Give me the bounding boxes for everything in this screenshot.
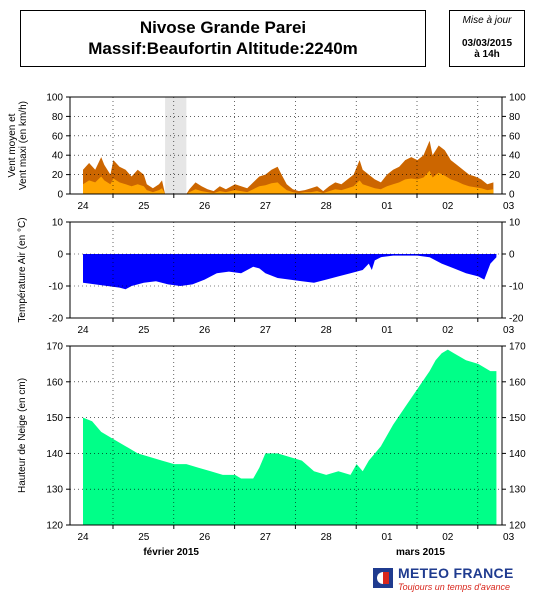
wind-series-1-area [83, 170, 494, 194]
temperature-ytick-label-right: -20 [509, 314, 524, 325]
wind-day-label: 26 [199, 201, 211, 212]
station-subtitle: Massif:Beaufortin Altitude:2240m [88, 39, 358, 58]
snow-day-label: 03 [503, 532, 515, 543]
wind-ytick-label-left: 0 [57, 190, 63, 201]
snow-ytick-label-left: 120 [46, 521, 63, 532]
wind-day-label: 01 [381, 201, 393, 212]
wind-series-0-area [83, 140, 494, 194]
temperature-ytick-label-left: 0 [57, 250, 63, 261]
wind-day-label: 27 [260, 201, 272, 212]
temperature-frame [69, 221, 503, 319]
month-label: février 2015 [143, 547, 199, 558]
snow-day-label: 25 [138, 532, 150, 543]
wind-ytick-label-left: 100 [46, 93, 63, 104]
wind-day-label: 24 [77, 201, 89, 212]
temperature-ytick-label-left: -20 [49, 314, 64, 325]
wind-ytick-label-right: 40 [509, 151, 521, 162]
temperature-ylabel: Température Air (en °C) [17, 217, 28, 322]
snow-ytick-label-right: 170 [509, 342, 526, 353]
snow-ytick-label-left: 160 [46, 377, 63, 388]
update-date: 03/03/2015 [461, 38, 513, 49]
wind-ytick-label-right: 60 [509, 131, 521, 142]
snow-ytick-label-right: 120 [509, 521, 526, 532]
wind-day-label: 28 [321, 201, 333, 212]
snow-series-0-area [83, 349, 497, 525]
snow-ylabel: Hauteur de Neige (en cm) [17, 378, 28, 493]
temperature-day-label: 03 [503, 325, 515, 336]
snow-day-label: 24 [77, 532, 89, 543]
temperature-ytick-label-right: -10 [509, 282, 524, 293]
snow-ytick-label-left: 130 [46, 485, 63, 496]
wind-ytick-label-left: 20 [52, 170, 64, 181]
wind-frame [69, 96, 503, 195]
title-box: Nivose Grande Parei Massif:Beaufortin Al… [20, 10, 426, 67]
meteo-france-logo: METEO FRANCE Toujours un temps d'avance [372, 565, 538, 593]
temperature-ytick-label-left: 10 [52, 218, 64, 229]
temperature-day-label: 01 [381, 325, 393, 336]
snow-ytick-label-right: 160 [509, 377, 526, 388]
wind-day-label: 25 [138, 201, 150, 212]
month-label: mars 2015 [396, 547, 445, 558]
wind-ytick-label-left: 60 [52, 131, 64, 142]
snow-ytick-label-right: 130 [509, 485, 526, 496]
logo-slogan: Toujours un temps d'avance [398, 582, 510, 592]
update-time: à 14h [474, 49, 500, 60]
wind-ytick-label-right: 20 [509, 170, 521, 181]
station-title: Nivose Grande Parei [139, 18, 307, 37]
snow-ytick-label-right: 140 [509, 449, 526, 460]
snow-day-label: 26 [199, 532, 211, 543]
snow-ytick-label-right: 150 [509, 413, 526, 424]
wind-day-label: 03 [503, 201, 515, 212]
snow-day-label: 02 [442, 532, 454, 543]
wind-day-label: 02 [442, 201, 454, 212]
temperature-day-label: 27 [260, 325, 272, 336]
logo-text: METEO FRANCE [398, 565, 514, 581]
snow-frame [69, 345, 503, 526]
wind-ytick-label-right: 80 [509, 112, 521, 123]
update-box: Mise à jour 03/03/2015 à 14h [449, 10, 525, 67]
snow-ytick-label-left: 170 [46, 342, 63, 353]
wind-ylabel: Vent maxi (en km/h) [18, 101, 29, 190]
snow-ytick-label-left: 150 [46, 413, 63, 424]
temperature-ytick-label-right: 0 [509, 250, 515, 261]
wind-ytick-label-right: 0 [509, 190, 515, 201]
temperature-ytick-label-right: 10 [509, 218, 521, 229]
snow-panel: 120 120 130 130 140 140 150 150 160 160 170 170 24 25… [17, 342, 526, 559]
wind-ytick-label-left: 40 [52, 151, 64, 162]
wind-ylabel: Vent moyen et [7, 113, 18, 177]
temperature-day-label: 26 [199, 325, 211, 336]
temperature-ytick-label-left: -10 [49, 282, 64, 293]
temperature-day-label: 28 [321, 325, 333, 336]
meteo-france-logo-icon [373, 568, 393, 588]
temperature-series-0-area [83, 254, 497, 290]
missing-data-band [165, 97, 187, 194]
snow-day-label: 27 [260, 532, 272, 543]
update-label: Mise à jour [462, 15, 512, 26]
temperature-panel: -20 -20 -10 -10 0 0 10 10 24 25 26 27 28 01 02 03 Tempér… [17, 217, 524, 336]
wind-panel: 0 0 20 20 40 40 60 60 80 80 100 100 24 25 26 27 28 01 02 03… [7, 93, 526, 213]
temperature-day-label: 25 [138, 325, 150, 336]
snow-day-label: 28 [321, 532, 333, 543]
snow-ytick-label-left: 140 [46, 449, 63, 460]
temperature-day-label: 24 [77, 325, 89, 336]
wind-ytick-label-left: 80 [52, 112, 64, 123]
wind-ytick-label-right: 100 [509, 93, 526, 104]
temperature-day-label: 02 [442, 325, 454, 336]
snow-day-label: 01 [381, 532, 393, 543]
